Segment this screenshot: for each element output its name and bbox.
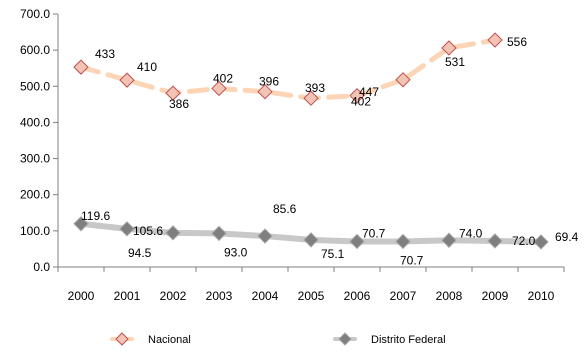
legend-item: Distrito Federal xyxy=(333,332,446,346)
axes: 0.0 100.0 200.0 300.0 400.0 500.0 600.0 700.0 20… xyxy=(20,7,565,303)
y-tick-label: 0.0 xyxy=(33,260,50,274)
legend-marker xyxy=(338,332,352,346)
legend-marker xyxy=(115,332,129,346)
legend-label: Distrito Federal xyxy=(371,334,446,346)
data-point xyxy=(395,233,411,250)
data-point xyxy=(395,72,411,88)
data-point xyxy=(165,85,181,101)
data-point xyxy=(487,32,503,48)
data-point xyxy=(349,233,365,250)
data-label: 556 xyxy=(507,35,527,49)
x-tick-label: 2000 xyxy=(68,289,95,303)
data-point xyxy=(73,59,89,75)
data-point xyxy=(211,225,227,242)
data-label: 402 xyxy=(351,95,371,109)
x-tick-label: 2008 xyxy=(436,289,463,303)
data-point xyxy=(119,221,135,237)
x-tick-label: 2003 xyxy=(206,289,233,303)
data-point xyxy=(441,232,457,248)
data-label: 105.6 xyxy=(133,224,163,238)
data-label: 74.0 xyxy=(459,226,483,240)
y-tick-label: 500.0 xyxy=(20,79,50,93)
data-label: 396 xyxy=(259,75,279,89)
data-point xyxy=(211,80,227,97)
data-point xyxy=(257,84,273,100)
data-label: 75.1 xyxy=(321,247,345,261)
data-label: 70.7 xyxy=(362,226,386,240)
data-point xyxy=(441,40,457,56)
data-label: 72.0 xyxy=(512,234,536,248)
data-label: 386 xyxy=(169,97,189,111)
x-tick-label: 2009 xyxy=(482,289,509,303)
data-label: 93.0 xyxy=(224,245,248,259)
x-tick-label: 2006 xyxy=(344,289,371,303)
series-line xyxy=(78,37,498,101)
y-tick-label: 100.0 xyxy=(20,224,50,238)
y-tick-label: 700.0 xyxy=(20,7,50,21)
data-point xyxy=(73,216,89,232)
data-label: 402 xyxy=(213,71,233,85)
data-label: 447 xyxy=(359,85,379,99)
data-point xyxy=(487,233,503,249)
y-tick-label: 200.0 xyxy=(20,188,50,202)
y-tick-label: 400.0 xyxy=(20,115,50,129)
legend: Nacional Distrito Federal xyxy=(110,332,446,346)
data-label: 433 xyxy=(95,47,115,61)
data-label: 85.6 xyxy=(273,202,297,216)
data-label: 410 xyxy=(137,60,157,74)
y-tick-label: 300.0 xyxy=(20,152,50,166)
data-point xyxy=(257,228,273,244)
data-point xyxy=(303,232,319,248)
legend-label: Nacional xyxy=(148,334,191,346)
data-point xyxy=(533,234,549,250)
data-label: 70.7 xyxy=(400,253,424,267)
x-tick-label: 2001 xyxy=(114,289,141,303)
data-point xyxy=(119,72,135,88)
data-label: 119.6 xyxy=(81,209,110,223)
legend-item: Nacional xyxy=(110,332,191,346)
data-point xyxy=(349,87,365,104)
y-tick-label: 600.0 xyxy=(20,43,50,57)
data-label: 531 xyxy=(445,55,465,69)
data-label: 393 xyxy=(305,81,325,95)
data-label: 94.5 xyxy=(128,246,152,260)
series-distrito-federal: 119.6 105.6 94.5 93.0 85.6 75.1 70.7 70.7 74.0 72… xyxy=(73,202,579,267)
x-tick-label: 2005 xyxy=(298,289,325,303)
x-tick-label: 2004 xyxy=(252,289,279,303)
data-point xyxy=(165,225,181,241)
x-tick-label: 2010 xyxy=(528,289,555,303)
data-label: 69.4 xyxy=(555,230,579,244)
data-point xyxy=(303,90,319,106)
x-tick-label: 2007 xyxy=(390,289,417,303)
x-tick-label: 2002 xyxy=(160,289,187,303)
